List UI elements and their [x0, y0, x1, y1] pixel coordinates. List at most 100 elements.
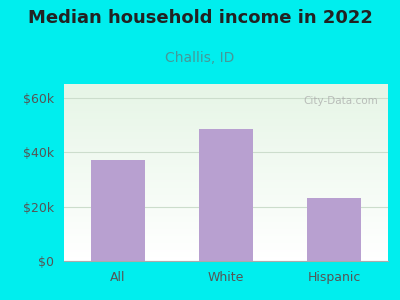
Bar — [64, 143, 388, 144]
Bar — [64, 147, 388, 148]
Bar — [64, 198, 388, 199]
Bar — [64, 150, 388, 151]
Bar — [64, 99, 388, 100]
Bar — [64, 171, 388, 172]
Bar — [64, 145, 388, 146]
Bar — [64, 87, 388, 88]
Bar — [64, 104, 388, 105]
Bar — [64, 119, 388, 120]
Bar — [64, 94, 388, 95]
Bar — [91, 160, 145, 261]
Bar — [64, 118, 388, 119]
Bar — [64, 89, 388, 90]
Bar — [64, 199, 388, 200]
Bar — [64, 101, 388, 102]
Bar — [64, 182, 388, 183]
Bar — [307, 198, 361, 261]
Bar — [64, 254, 388, 255]
Bar — [64, 247, 388, 248]
Bar — [64, 203, 388, 204]
Bar — [64, 108, 388, 109]
Bar — [64, 129, 388, 130]
Bar — [64, 258, 388, 259]
Bar — [64, 154, 388, 155]
Bar — [64, 115, 388, 116]
Bar — [64, 155, 388, 156]
Bar — [64, 207, 388, 208]
Bar — [64, 128, 388, 129]
Bar — [64, 88, 388, 89]
Bar — [64, 172, 388, 173]
Bar — [64, 134, 388, 135]
Bar — [64, 179, 388, 180]
Bar — [64, 236, 388, 237]
Bar — [64, 221, 388, 222]
Bar — [64, 133, 388, 134]
Bar — [64, 124, 388, 125]
Bar — [64, 176, 388, 177]
Bar — [64, 148, 388, 149]
Bar — [64, 118, 388, 119]
Bar — [64, 163, 388, 164]
Bar — [64, 164, 388, 165]
Bar — [64, 140, 388, 141]
Bar — [199, 129, 253, 261]
Bar — [64, 202, 388, 203]
Bar — [64, 192, 388, 193]
Bar — [64, 193, 388, 194]
Bar — [64, 188, 388, 189]
Bar — [64, 84, 388, 85]
Bar — [64, 142, 388, 143]
Bar — [64, 181, 388, 182]
Bar — [64, 158, 388, 159]
Bar — [64, 162, 388, 163]
Bar — [64, 186, 388, 187]
Bar — [64, 167, 388, 168]
Bar — [64, 90, 388, 91]
Bar — [64, 149, 388, 150]
Bar — [64, 200, 388, 201]
Bar — [64, 165, 388, 166]
Bar — [64, 212, 388, 213]
Bar — [64, 160, 388, 161]
Bar — [64, 259, 388, 260]
Bar — [64, 170, 388, 171]
Bar — [64, 114, 388, 115]
Text: City-Data.com: City-Data.com — [304, 96, 378, 106]
Bar — [64, 117, 388, 118]
Bar — [64, 166, 388, 167]
Bar — [64, 111, 388, 112]
Bar — [64, 136, 388, 137]
Bar — [64, 131, 388, 132]
Bar — [64, 187, 388, 188]
Bar — [64, 85, 388, 86]
Bar — [64, 217, 388, 218]
Bar — [64, 109, 388, 110]
Bar — [64, 229, 388, 230]
Bar — [64, 137, 388, 138]
Bar — [64, 189, 388, 190]
Bar — [64, 102, 388, 103]
Bar — [64, 103, 388, 104]
Bar — [64, 146, 388, 147]
Bar — [64, 256, 388, 257]
Bar — [64, 244, 388, 245]
Bar — [64, 156, 388, 157]
Bar — [64, 183, 388, 184]
Bar — [64, 107, 388, 108]
Bar — [64, 175, 388, 176]
Bar — [64, 226, 388, 227]
Bar — [64, 105, 388, 106]
Bar — [64, 211, 388, 212]
Bar — [64, 250, 388, 251]
Bar — [64, 110, 388, 111]
Bar — [64, 225, 388, 226]
Bar — [64, 195, 388, 196]
Bar — [64, 97, 388, 98]
Bar — [64, 222, 388, 223]
Bar — [64, 191, 388, 192]
Bar — [64, 122, 388, 123]
Bar — [64, 252, 388, 253]
Bar — [64, 238, 388, 239]
Bar — [64, 242, 388, 243]
